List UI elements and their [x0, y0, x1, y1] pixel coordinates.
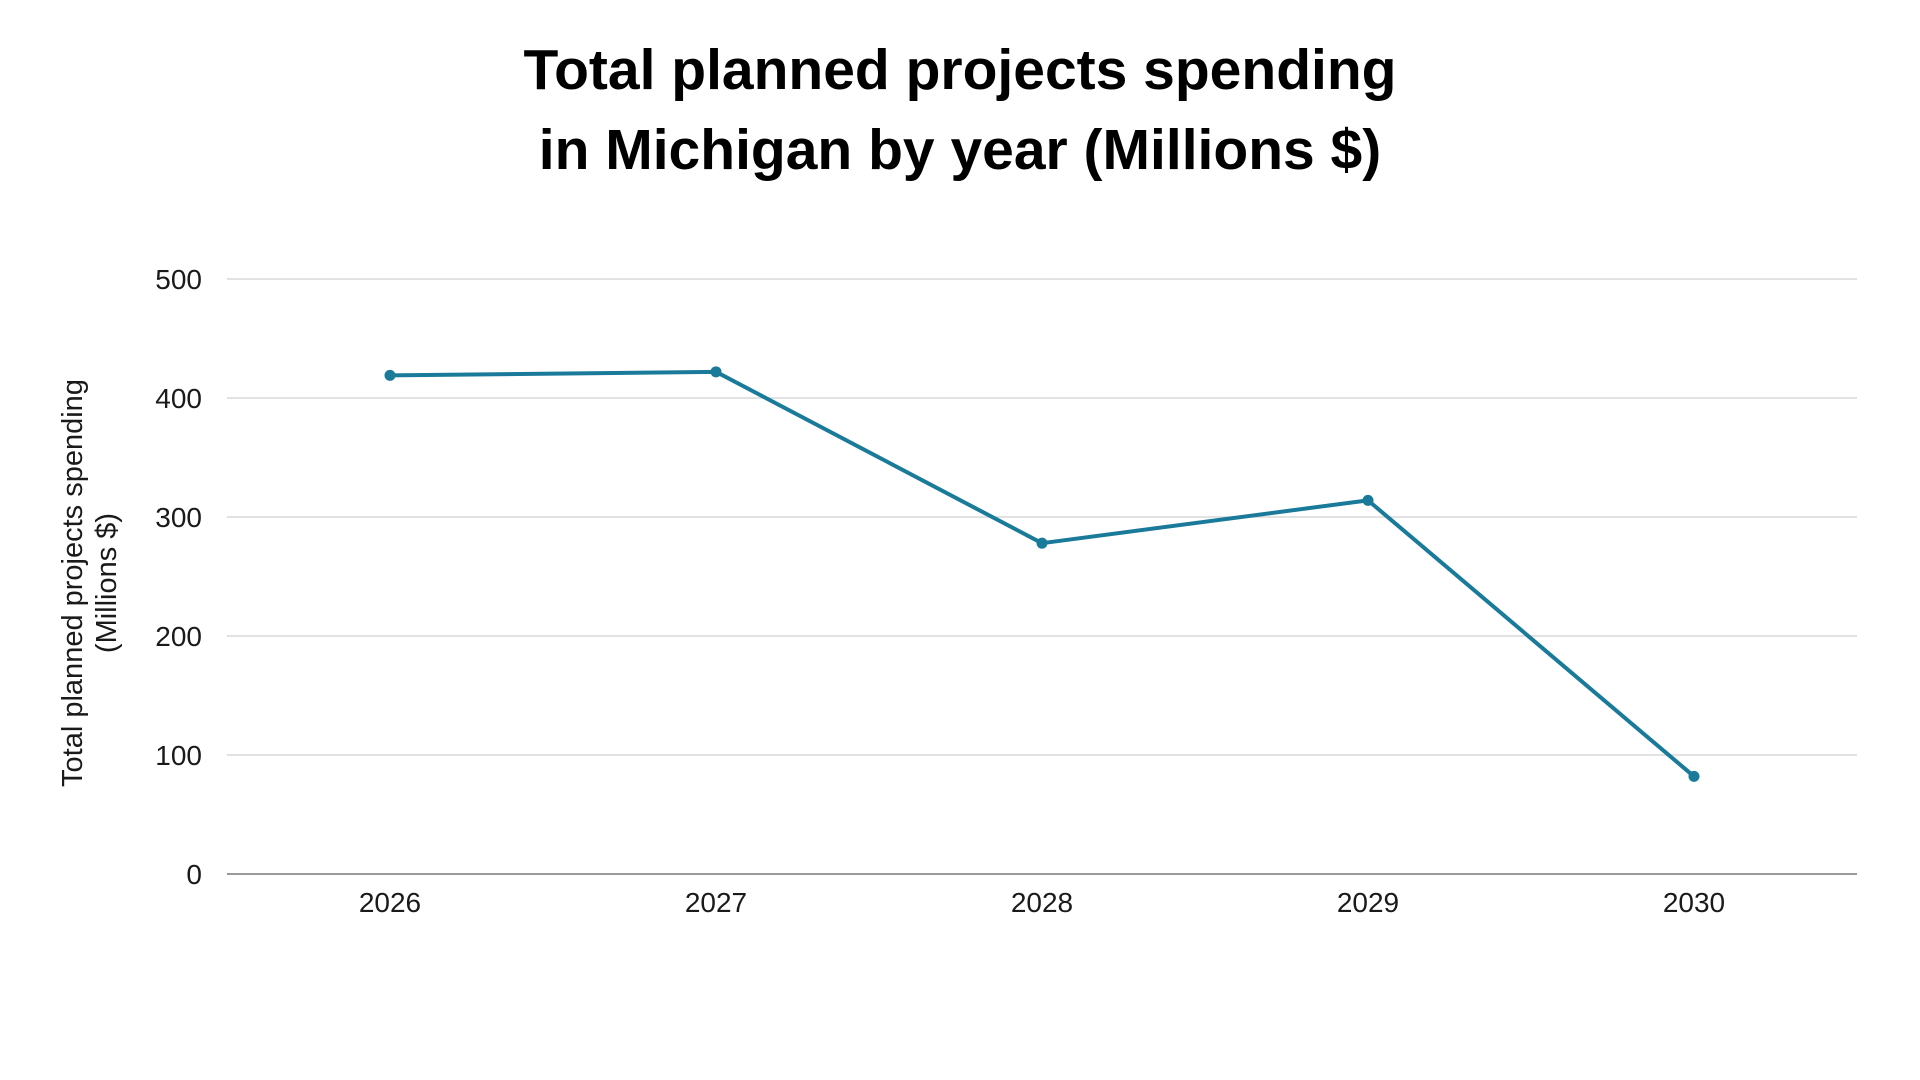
y-axis-label-line-2: (Millions $) — [91, 513, 123, 653]
chart-title: Total planned projects spending in Michi… — [0, 30, 1920, 190]
y-tick-label: 300 — [155, 502, 202, 533]
series-layer — [384, 366, 1700, 782]
chart-title-line-2: in Michigan by year (Millions $) — [538, 118, 1382, 182]
data-point — [710, 366, 722, 378]
y-axis-ticks: 0 100 200 300 400 500 — [155, 264, 202, 890]
y-tick-label: 400 — [155, 383, 202, 414]
y-axis-label-line-1: Total planned projects spending — [57, 379, 89, 787]
chart-title-line-1: Total planned projects spending — [523, 38, 1397, 102]
series-line — [389, 369, 1696, 778]
data-point — [384, 369, 396, 381]
y-tick-label: 100 — [155, 740, 202, 771]
x-tick-label: 2030 — [1663, 887, 1725, 918]
data-point — [1036, 537, 1048, 549]
x-tick-label: 2026 — [359, 887, 421, 918]
y-axis-label: Total planned projects spending (Million… — [57, 379, 123, 787]
y-tick-label: 500 — [155, 264, 202, 295]
data-point — [1688, 770, 1700, 782]
gridlines — [227, 278, 1857, 756]
x-axis-ticks: 2026 2027 2028 2029 2030 — [359, 887, 1725, 918]
y-tick-label: 200 — [155, 621, 202, 652]
x-tick-label: 2027 — [685, 887, 747, 918]
data-point — [1362, 494, 1374, 506]
y-tick-label: 0 — [186, 859, 202, 890]
x-tick-label: 2028 — [1011, 887, 1073, 918]
x-tick-label: 2029 — [1337, 887, 1399, 918]
